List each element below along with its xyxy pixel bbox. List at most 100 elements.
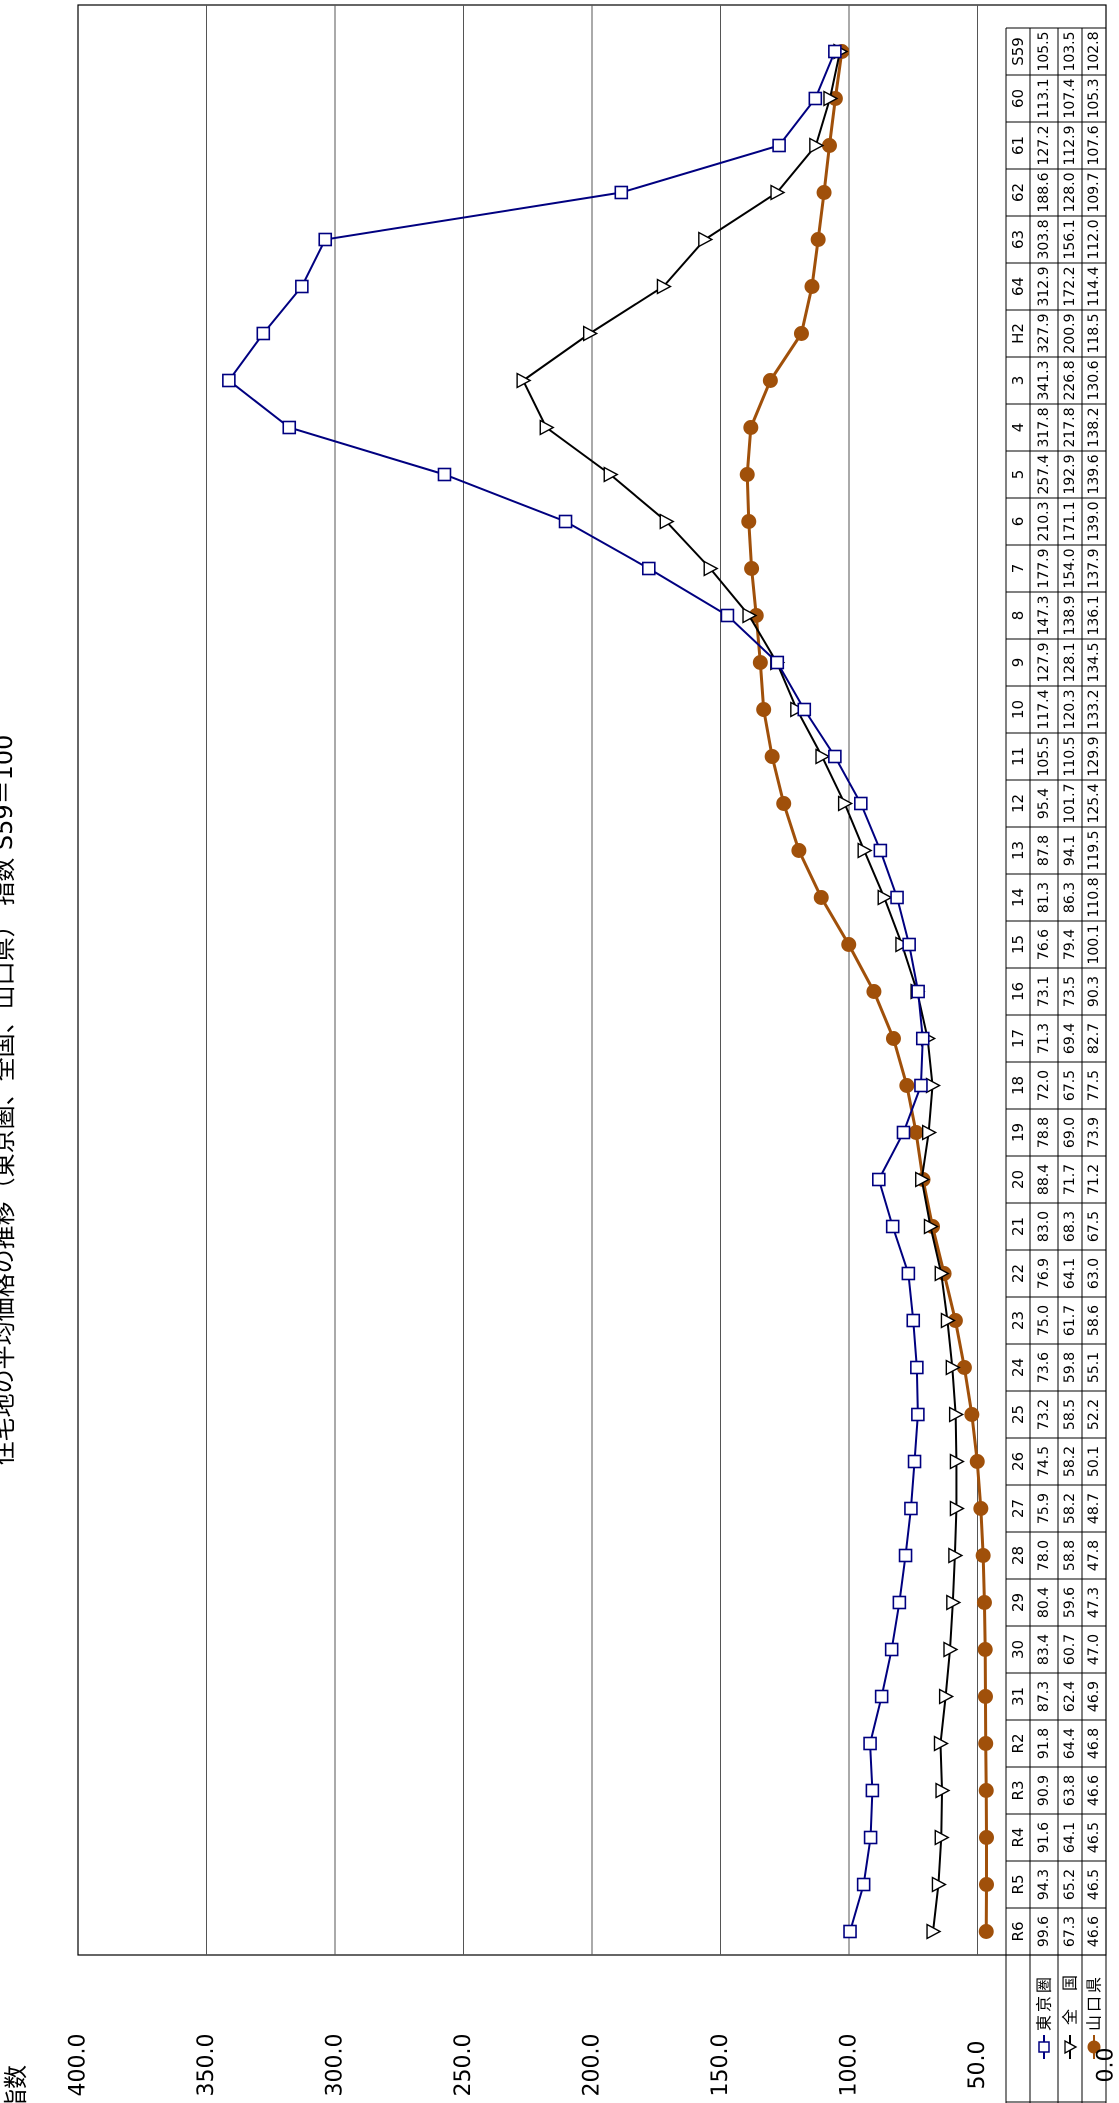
table-cell-value: 67.3 (1062, 1916, 1078, 1947)
category-label: 3 (1009, 376, 1027, 386)
data-point-circle (908, 1125, 924, 1140)
data-point-triangle (921, 1124, 938, 1141)
table-cell-value: 68.3 (1062, 1211, 1078, 1242)
table-cell-value: 78.0 (1036, 1540, 1052, 1571)
data-point-triangle (923, 1218, 939, 1235)
data-point-square (282, 420, 297, 435)
table-cell-value: 107.4 (1062, 78, 1078, 118)
table-cell-value: 47.0 (1086, 1634, 1102, 1665)
category-label: 4 (1009, 423, 1027, 433)
table-cell-value: 46.5 (1086, 1869, 1102, 1900)
legend-label-char: 県 (1085, 1977, 1104, 1993)
data-point-triangle (945, 1359, 961, 1376)
category-label: 25 (1009, 1405, 1027, 1424)
table-cell-value: 64.4 (1062, 1728, 1078, 1759)
data-point-circle (841, 937, 857, 952)
table-cell-value: 341.3 (1036, 360, 1052, 400)
data-point-circle (977, 1642, 993, 1657)
data-point-triangle (915, 1171, 931, 1188)
data-point-triangle (823, 90, 839, 107)
y-tick-label: 50.0 (965, 2041, 990, 2090)
table-cell-value: 107.6 (1086, 125, 1102, 165)
category-label: 14 (1009, 888, 1027, 907)
category-label: 28 (1009, 1546, 1027, 1565)
data-point-square (854, 796, 868, 811)
y-tick-label: 350.0 (194, 2034, 219, 2097)
legend-label-char: 全 (1061, 2009, 1080, 2025)
data-point-square (907, 1454, 922, 1469)
table-cell-value: 64.1 (1062, 1822, 1078, 1853)
table-cell-value: 75.0 (1036, 1305, 1052, 1336)
legend-marker-circle (1087, 2040, 1101, 2054)
table-cell-value: 81.3 (1036, 882, 1052, 913)
data-point-triangle (837, 795, 854, 812)
table-cell-value: 177.9 (1036, 548, 1052, 588)
data-point-triangle (938, 1688, 955, 1705)
data-point-triangle (603, 466, 619, 483)
table-cell-value: 134.5 (1086, 642, 1102, 682)
data-point-square (808, 91, 823, 106)
table-cell-value: 127.9 (1036, 642, 1052, 682)
category-label: R5 (1009, 1875, 1027, 1895)
table-cell-value: 67.5 (1062, 1070, 1078, 1101)
data-point-square (295, 279, 309, 294)
table-cell-value: 105.5 (1036, 736, 1052, 776)
data-point-circle (743, 420, 759, 435)
gridlines (77, 4, 1107, 1956)
table-cell-value: 257.4 (1036, 454, 1052, 494)
table-cell-value: 188.6 (1036, 172, 1052, 212)
data-point-triangle (934, 1829, 950, 1846)
data-point-triangle (582, 325, 599, 342)
data-point-circle (804, 279, 820, 294)
category-label: 17 (1009, 1029, 1027, 1048)
data-point-triangle (742, 607, 758, 624)
category-label: 12 (1009, 794, 1027, 813)
table-cell-value: 83.4 (1036, 1634, 1052, 1665)
table-cell-value: 139.0 (1086, 501, 1102, 541)
table-cell-value: 60.7 (1062, 1634, 1078, 1665)
table-cell-value: 46.6 (1086, 1916, 1102, 1947)
data-point-square (904, 1501, 918, 1516)
category-label: 18 (1009, 1076, 1027, 1095)
table-cell-value: 71.7 (1062, 1164, 1078, 1195)
category-label: S59 (1009, 37, 1027, 66)
table-cell-value: 90.3 (1086, 976, 1102, 1007)
category-label: 20 (1009, 1170, 1027, 1189)
data-point-triangle (516, 372, 532, 389)
legend-label-char: 国 (1061, 1975, 1080, 1991)
table-cell-value: 91.6 (1036, 1822, 1052, 1853)
data-point-triangle (933, 1735, 949, 1752)
data-point-square (863, 1736, 877, 1751)
table-cell-value: 87.8 (1036, 835, 1052, 866)
y-axis-label: 指数 (2, 2065, 30, 2103)
y-tick-labels: 0.0 50.0 100.0 150.0 200.0 250.0 300.0 350.0 400… (66, 2034, 1119, 2097)
data-point-square (874, 1689, 889, 1704)
data-point-triangle (877, 889, 893, 906)
data-point-triangle (790, 701, 806, 718)
table-cell-value: 71.3 (1036, 1023, 1052, 1054)
category-label: 6 (1009, 517, 1027, 527)
data-point-circle (975, 1548, 991, 1563)
table-cell-value: 138.2 (1086, 407, 1102, 447)
table-cell-value: 69.0 (1062, 1117, 1078, 1148)
table-cell-value: 103.5 (1062, 31, 1078, 71)
chart-title: 住宅地の平均価格の推移（東京圏、全国、山口県） 指数 S59＝100 (0, 735, 18, 1466)
data-point-circle (899, 1078, 915, 1093)
legend-marker-triangle (1064, 2039, 1078, 2055)
data-point-square (641, 561, 656, 576)
data-point-square (901, 1266, 916, 1281)
table-cell-value: 65.2 (1062, 1869, 1078, 1900)
data-point-square (890, 890, 904, 905)
category-label: 21 (1009, 1217, 1027, 1236)
legend-label-char: 京 (1035, 1996, 1054, 2012)
data-point-circle (976, 1595, 992, 1610)
table-cell-value: 101.7 (1062, 783, 1078, 823)
data-point-triangle (815, 748, 831, 765)
table-cell-value: 61.7 (1062, 1305, 1078, 1336)
y-tick-label: 200.0 (580, 2034, 605, 2097)
data-point-square (884, 1642, 899, 1657)
table-cell-value: 78.8 (1036, 1117, 1052, 1148)
data-point-square (856, 1877, 871, 1892)
data-point-circle (978, 1877, 994, 1892)
